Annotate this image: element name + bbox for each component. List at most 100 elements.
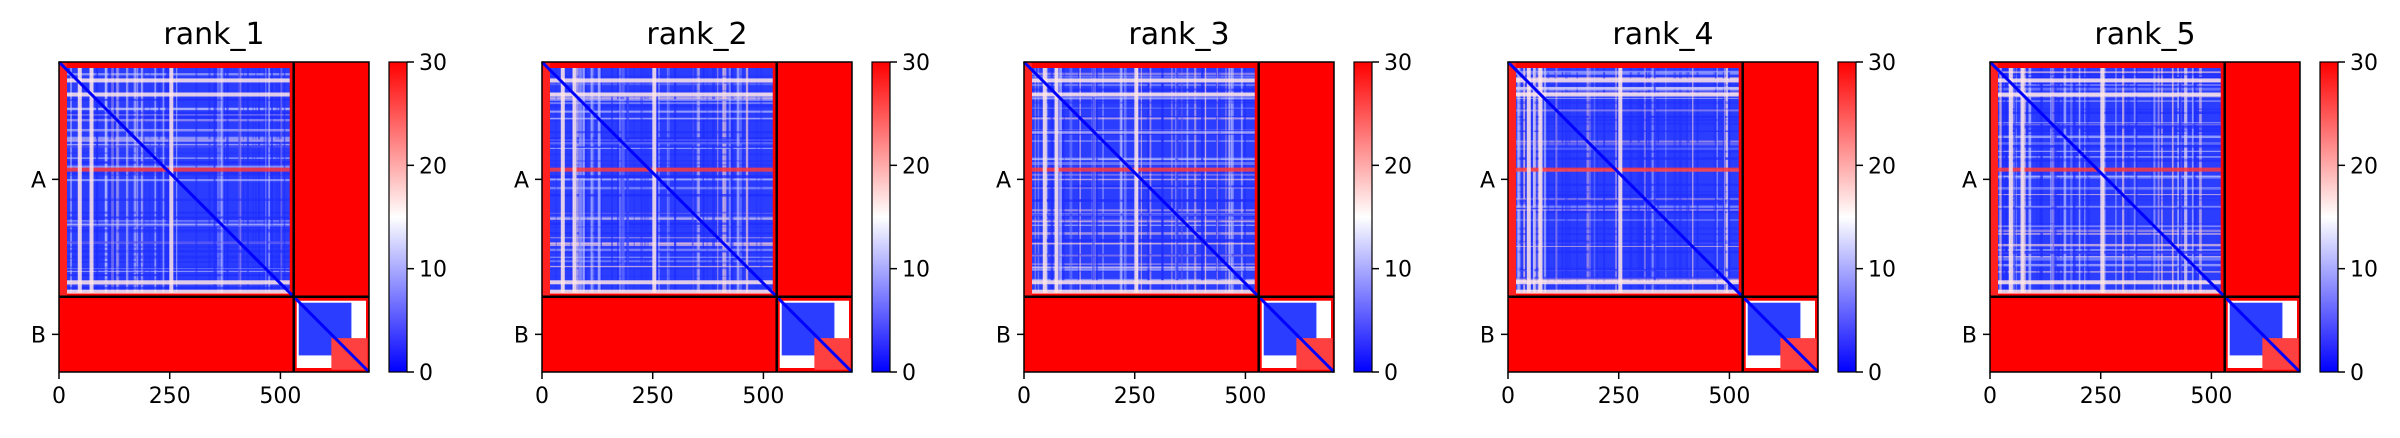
- texture-stripe: [1687, 68, 1689, 293]
- texture-stripe: [1030, 213, 1255, 216]
- texture-stripe: [1996, 84, 2221, 87]
- texture-stripe: [577, 68, 579, 293]
- texture-stripe: [2050, 68, 2053, 293]
- texture-stripe: [1525, 68, 1528, 293]
- texture-stripe: [1655, 68, 1658, 293]
- texture-stripe: [1042, 68, 1047, 293]
- diagonal-line: [540, 60, 854, 374]
- axes-frame: [1023, 61, 1335, 373]
- texture-stripe: [65, 171, 290, 174]
- texture-stripe: [1059, 68, 1062, 293]
- colorbar-tick-label: 0: [902, 361, 916, 386]
- texture-stripe: [548, 218, 773, 220]
- texture-stripe: [1030, 101, 1255, 104]
- panel-title: rank_2: [646, 17, 747, 52]
- texture-stripe: [1722, 68, 1725, 293]
- texture-stripe: [1175, 68, 1178, 293]
- texture-stripe: [1514, 183, 1739, 186]
- colorbar-tick-label: 0: [1384, 361, 1398, 386]
- texture-stripe: [576, 68, 578, 293]
- texture-stripe: [1030, 78, 1255, 83]
- texture-stripe: [2013, 68, 2016, 293]
- texture-stripe: [643, 68, 647, 293]
- texture-stripe: [65, 92, 290, 97]
- texture-stripe: [1030, 219, 1255, 223]
- texture-stripe: [1514, 279, 1739, 281]
- y-tick-label: A: [1480, 168, 1495, 193]
- texture-stripe: [1996, 229, 2221, 233]
- texture-stripe: [1640, 68, 1644, 293]
- texture-stripe: [1514, 183, 1739, 186]
- texture-stripe: [1996, 156, 2221, 158]
- texture-stripe: [2050, 68, 2053, 293]
- axes-frame: [1507, 61, 1819, 373]
- texture-stripe: [617, 68, 619, 293]
- texture-stripe: [1999, 68, 2002, 293]
- texture-stripe: [548, 153, 773, 156]
- texture-stripe: [1996, 263, 2221, 267]
- texture-stripe: [741, 68, 744, 293]
- texture-stripe: [1030, 263, 1255, 265]
- texture-stripe: [1194, 68, 1197, 293]
- texture-stripe: [1514, 71, 1739, 75]
- texture-stripe: [1216, 68, 1219, 293]
- texture-stripe: [65, 73, 290, 76]
- texture-stripe: [65, 139, 290, 142]
- texture-stripe: [2024, 68, 2026, 293]
- texture-stripe: [1685, 68, 1687, 293]
- texture-stripe: [1514, 209, 1739, 213]
- texture-stripe: [1030, 173, 1255, 176]
- texture-stripe: [655, 68, 659, 293]
- texture-stripe: [2104, 68, 2106, 293]
- texture-stripe: [1538, 68, 1543, 293]
- x-tick-label: 500: [1224, 384, 1266, 409]
- texture-stripe: [1030, 173, 1255, 175]
- texture-stripe: [1996, 154, 2221, 156]
- texture-stripe: [1514, 276, 1739, 280]
- texture-stripe: [1996, 175, 2221, 178]
- texture-stripe: [1996, 73, 2221, 75]
- texture-stripe: [548, 97, 773, 100]
- texture-stripe: [706, 68, 709, 293]
- texture-stripe: [1201, 68, 1204, 293]
- texture-stripe: [1996, 123, 2221, 126]
- texture-stripe: [548, 75, 773, 78]
- x-tick-label: 0: [1983, 384, 1997, 409]
- texture-stripe: [2161, 68, 2163, 293]
- texture-stripe: [2153, 68, 2156, 293]
- texture-stripe: [548, 141, 773, 145]
- chain-a-edge: [1990, 62, 1998, 297]
- texture-stripe: [1996, 233, 2221, 235]
- texture-stripe: [548, 266, 773, 270]
- texture-stripe: [65, 136, 290, 140]
- texture-stripe: [1996, 108, 2221, 111]
- texture-stripe: [65, 278, 290, 281]
- texture-stripe: [620, 68, 622, 293]
- colorbar-tick-label: 10: [419, 258, 447, 283]
- texture-stripe: [1091, 68, 1095, 293]
- texture-stripe: [65, 119, 290, 121]
- texture-stripe: [1030, 172, 1255, 174]
- texture-stripe: [560, 68, 565, 293]
- texture-stripe: [1514, 205, 1739, 209]
- texture-stripe: [1514, 245, 1739, 247]
- texture-stripe: [1996, 112, 2221, 114]
- texture-stripe: [745, 68, 749, 293]
- texture-stripe: [2127, 68, 2130, 293]
- texture-stripe: [1996, 73, 2221, 76]
- panel-title: rank_5: [2094, 17, 2195, 52]
- texture-stripe: [633, 68, 635, 293]
- y-tick-label: B: [514, 323, 529, 348]
- texture-stripe: [1554, 68, 1558, 293]
- texture-stripe: [1996, 126, 2221, 129]
- texture-stripe: [621, 68, 625, 293]
- texture-stripe: [1070, 68, 1072, 293]
- texture-stripe: [646, 68, 649, 293]
- texture-stripe: [1030, 213, 1255, 216]
- texture-stripe: [2086, 68, 2089, 293]
- texture-stripe: [65, 78, 290, 83]
- texture-stripe: [2082, 68, 2085, 293]
- texture-stripe: [1514, 267, 1739, 270]
- texture-stripe: [548, 186, 773, 190]
- texture-stripe: [2008, 68, 2013, 293]
